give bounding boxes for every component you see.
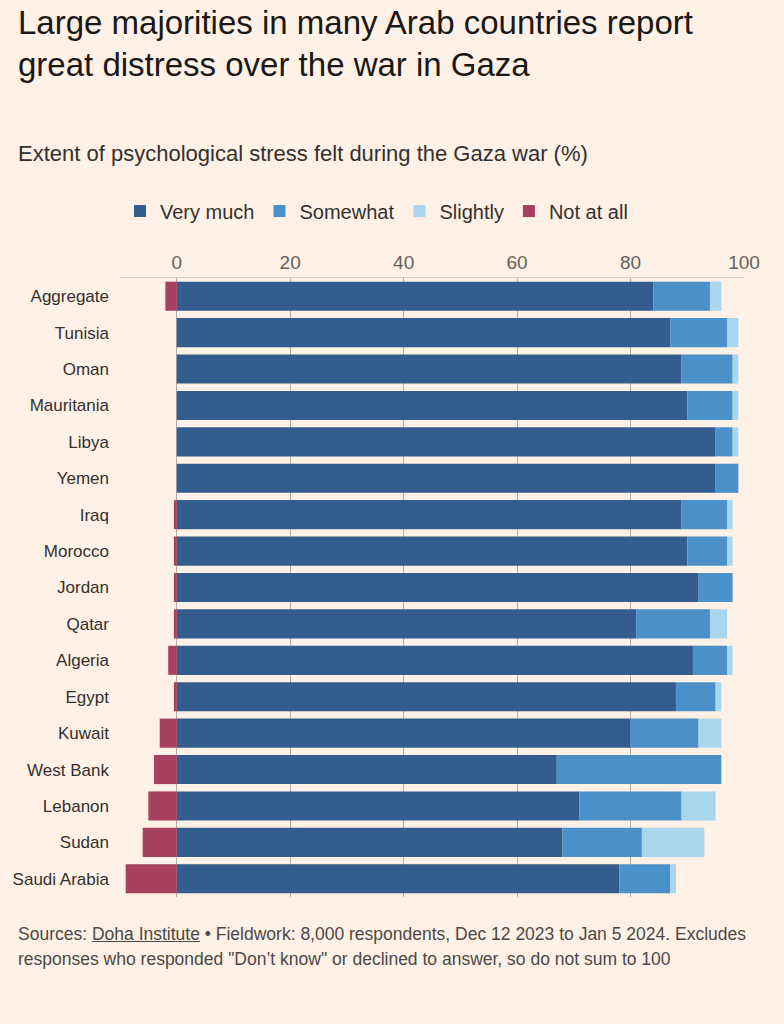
html-text:Large majorities in many Arab: Large majorities in many Arab countries …	[18, 4, 693, 83]
svg-text:Morocco: Morocco	[44, 542, 109, 561]
svg-text:Sudan: Sudan	[60, 833, 109, 852]
svg-text:40: 40	[393, 252, 414, 273]
svg-text:Lebanon: Lebanon	[43, 797, 109, 816]
svg-text:Tunisia: Tunisia	[55, 324, 110, 343]
svg-text:Slightly: Slightly	[439, 201, 503, 223]
svg-text:Jordan: Jordan	[57, 578, 109, 597]
svg-text:Algeria: Algeria	[56, 651, 109, 670]
svg-text:100: 100	[728, 252, 760, 273]
svg-text:Yemen: Yemen	[57, 469, 109, 488]
svg-text:Somewhat: Somewhat	[299, 201, 394, 223]
html-text:Extent of psychological stress: Extent of psychological stress felt duri…	[18, 141, 588, 166]
svg-text:Aggregate: Aggregate	[31, 287, 109, 306]
svg-text:Kuwait: Kuwait	[58, 724, 109, 743]
svg-text:Libya: Libya	[68, 433, 109, 452]
html-text:Sources: Doha Institute • Fiel: Sources: Doha Institute • Fieldwork: 8,0…	[18, 924, 746, 969]
svg-text:Qatar: Qatar	[66, 615, 109, 634]
svg-text:60: 60	[507, 252, 528, 273]
svg-text:West Bank: West Bank	[27, 761, 109, 780]
svg-text:Egypt: Egypt	[66, 688, 110, 707]
svg-text:Not at all: Not at all	[549, 201, 628, 223]
svg-text:Saudi Arabia: Saudi Arabia	[13, 870, 110, 889]
svg-text:80: 80	[620, 252, 641, 273]
svg-text:0: 0	[171, 252, 182, 273]
svg-text:20: 20	[280, 252, 301, 273]
svg-text:Very much: Very much	[160, 201, 254, 223]
svg-text:Mauritania: Mauritania	[30, 396, 110, 415]
svg-text:Iraq: Iraq	[80, 506, 109, 525]
svg-text:Oman: Oman	[63, 360, 109, 379]
